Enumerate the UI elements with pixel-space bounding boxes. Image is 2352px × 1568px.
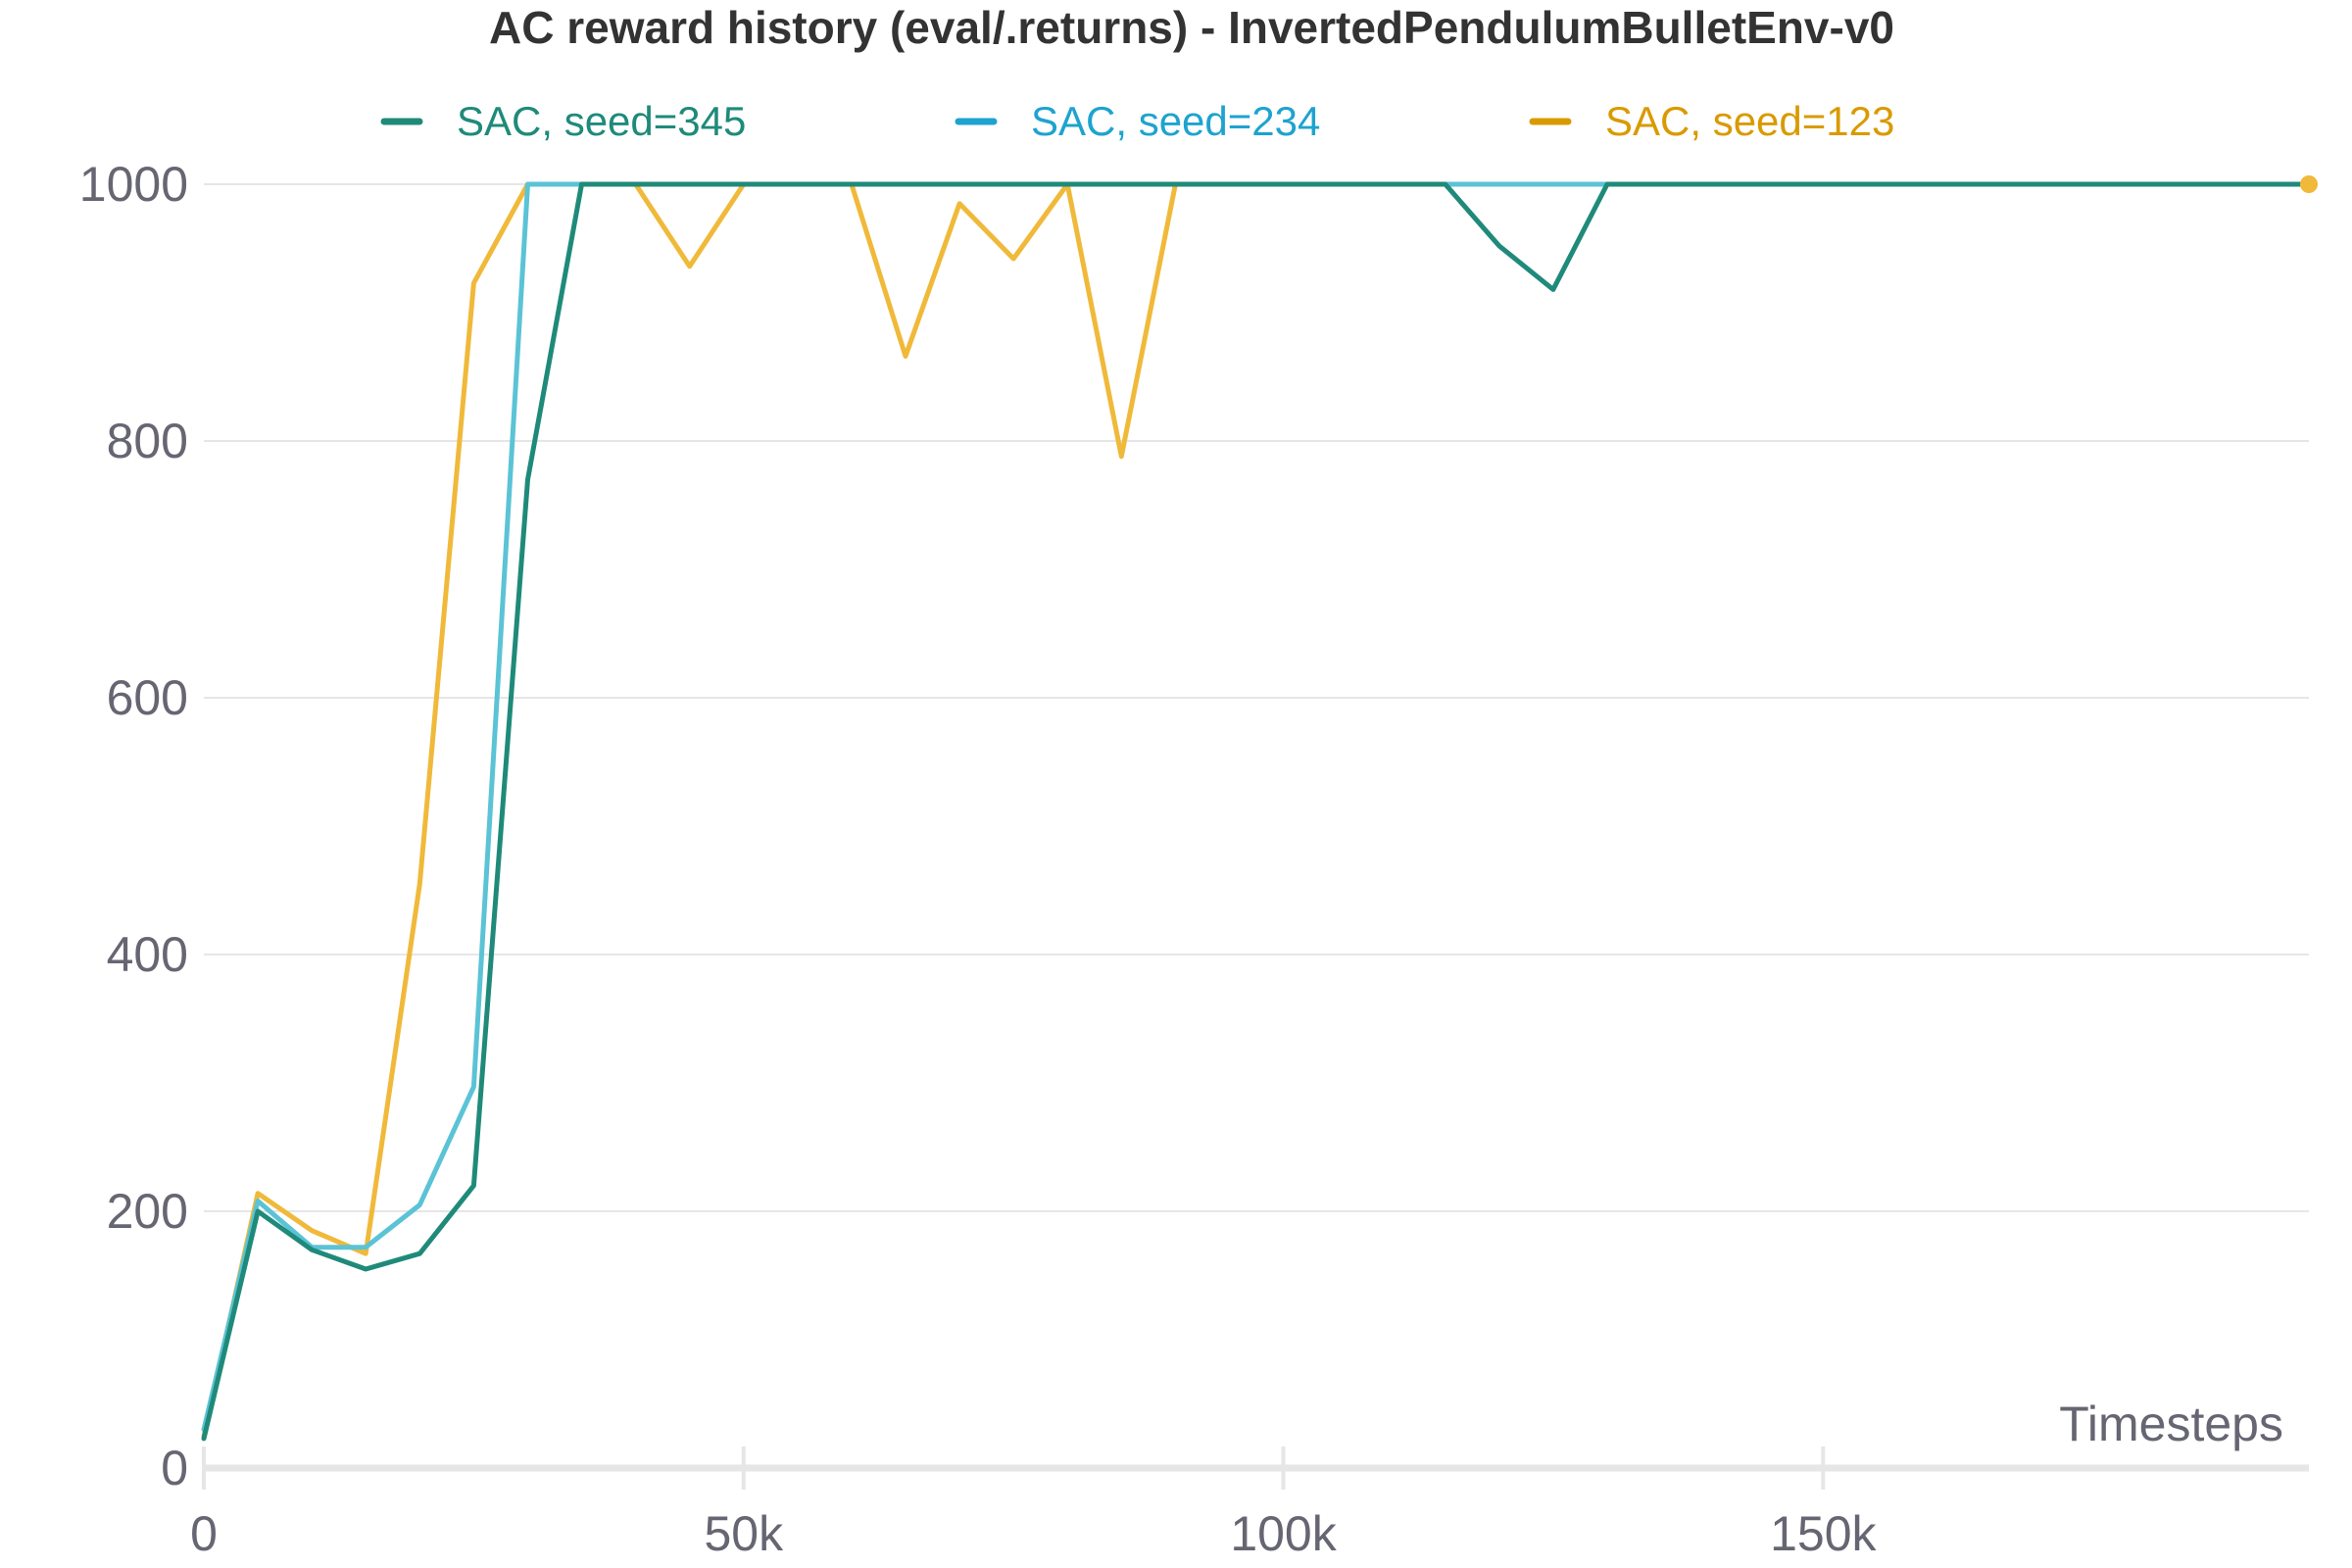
series-line-1 — [201, 181, 2312, 1442]
x-tick-label: 150k — [1770, 1506, 1877, 1561]
legend-label: SAC, seed=345 — [457, 98, 746, 144]
y-tick-label: 1000 — [79, 157, 188, 212]
legend-label: SAC, seed=123 — [1605, 98, 1894, 144]
x-tick-label: 100k — [1230, 1506, 1337, 1561]
legend-label: SAC, seed=234 — [1031, 98, 1320, 144]
grid — [204, 183, 2309, 1212]
series-group — [201, 181, 2312, 1442]
chart-title: AC reward history (eval/.returns) - Inve… — [489, 2, 1894, 53]
y-tick-label: 0 — [161, 1441, 188, 1495]
series-end-marker — [2300, 175, 2318, 193]
legend-item-3[interactable]: SAC, seed=123 — [1529, 98, 1894, 144]
y-tick-label: 600 — [107, 670, 188, 725]
series-line-2 — [201, 181, 2312, 1433]
y-tick-label: 800 — [107, 414, 188, 468]
x-tick-label: 50k — [704, 1506, 784, 1561]
legend[interactable]: SAC, seed=345 SAC, seed=234 SAC, seed=123 — [380, 98, 1894, 144]
x-tick-label: 0 — [190, 1506, 218, 1561]
y-tick-label: 400 — [107, 927, 188, 982]
x-axis-title: Timesteps — [2059, 1396, 2283, 1451]
y-tick-label: 200 — [107, 1184, 188, 1239]
x-axis: 0 50k 100k 150k — [190, 1446, 1878, 1561]
y-axis: 0 200 400 600 800 1000 — [79, 157, 188, 1495]
legend-item-1[interactable]: SAC, seed=345 — [380, 98, 746, 144]
legend-item-2[interactable]: SAC, seed=234 — [955, 98, 1320, 144]
series-line-3 — [201, 181, 2312, 1439]
